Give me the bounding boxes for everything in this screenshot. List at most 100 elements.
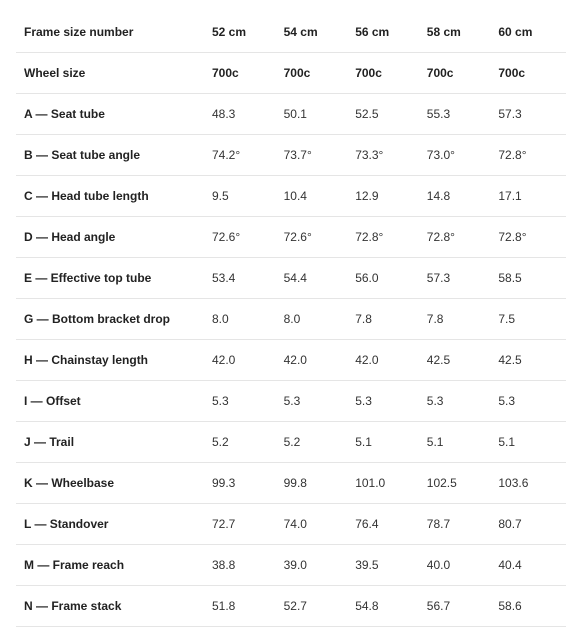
cell-value: 72.6° xyxy=(280,217,352,258)
cell-value: 56.0 xyxy=(351,258,423,299)
cell-value: 12.9 xyxy=(351,176,423,217)
row-label: I — Offset xyxy=(16,381,208,422)
row-label: D — Head angle xyxy=(16,217,208,258)
header-size-56: 56 cm xyxy=(351,12,423,53)
cell-value: 40.4 xyxy=(494,545,566,586)
table-row: A — Seat tube48.350.152.555.357.3 xyxy=(16,94,566,135)
table-row: I — Offset5.35.35.35.35.3 xyxy=(16,381,566,422)
cell-value: 76.4 xyxy=(351,504,423,545)
cell-value: 52.7 xyxy=(280,586,352,627)
table-row: C — Head tube length9.510.412.914.817.1 xyxy=(16,176,566,217)
cell-value: 700c xyxy=(494,53,566,94)
cell-value: 48.3 xyxy=(208,94,280,135)
cell-value: 38.8 xyxy=(208,545,280,586)
cell-value: 102.5 xyxy=(423,463,495,504)
cell-value: 17.1 xyxy=(494,176,566,217)
cell-value: 78.7 xyxy=(423,504,495,545)
cell-value: 53.4 xyxy=(208,258,280,299)
cell-value: 39.5 xyxy=(351,545,423,586)
cell-value: 39.0 xyxy=(280,545,352,586)
cell-value: 5.3 xyxy=(208,381,280,422)
header-size-54: 54 cm xyxy=(280,12,352,53)
cell-value: 5.2 xyxy=(208,422,280,463)
cell-value: 54.8 xyxy=(351,586,423,627)
table-row: M — Frame reach38.839.039.540.040.4 xyxy=(16,545,566,586)
cell-value: 51.8 xyxy=(208,586,280,627)
table-row: H — Chainstay length42.042.042.042.542.5 xyxy=(16,340,566,381)
cell-value: 5.1 xyxy=(494,422,566,463)
cell-value: 103.6 xyxy=(494,463,566,504)
cell-value: 5.3 xyxy=(494,381,566,422)
cell-value: 42.0 xyxy=(280,340,352,381)
cell-value: 50.1 xyxy=(280,94,352,135)
row-label: B — Seat tube angle xyxy=(16,135,208,176)
cell-value: 56.7 xyxy=(423,586,495,627)
row-label: K — Wheelbase xyxy=(16,463,208,504)
cell-value: 42.0 xyxy=(208,340,280,381)
cell-value: 57.3 xyxy=(494,94,566,135)
cell-value: 52.5 xyxy=(351,94,423,135)
cell-value: 54.4 xyxy=(280,258,352,299)
cell-value: 5.2 xyxy=(280,422,352,463)
cell-value: 5.3 xyxy=(280,381,352,422)
table-row: D — Head angle72.6°72.6°72.8°72.8°72.8° xyxy=(16,217,566,258)
cell-value: 7.5 xyxy=(494,299,566,340)
cell-value: 7.8 xyxy=(423,299,495,340)
cell-value: 74.2° xyxy=(208,135,280,176)
cell-value: 5.1 xyxy=(423,422,495,463)
table-row: B — Seat tube angle74.2°73.7°73.3°73.0°7… xyxy=(16,135,566,176)
cell-value: 42.0 xyxy=(351,340,423,381)
cell-value: 5.3 xyxy=(351,381,423,422)
table-row: G — Bottom bracket drop8.08.07.87.87.5 xyxy=(16,299,566,340)
cell-value: 99.3 xyxy=(208,463,280,504)
table-row: N — Frame stack51.852.754.856.758.6 xyxy=(16,586,566,627)
cell-value: 72.7 xyxy=(208,504,280,545)
cell-value: 72.8° xyxy=(351,217,423,258)
header-row: Frame size number 52 cm 54 cm 56 cm 58 c… xyxy=(16,12,566,53)
header-label: Frame size number xyxy=(16,12,208,53)
row-label: Wheel size xyxy=(16,53,208,94)
cell-value: 40.0 xyxy=(423,545,495,586)
cell-value: 7.8 xyxy=(351,299,423,340)
table-header: Frame size number 52 cm 54 cm 56 cm 58 c… xyxy=(16,12,566,53)
row-label: M — Frame reach xyxy=(16,545,208,586)
cell-value: 5.1 xyxy=(351,422,423,463)
row-label: L — Standover xyxy=(16,504,208,545)
cell-value: 10.4 xyxy=(280,176,352,217)
cell-value: 72.8° xyxy=(494,217,566,258)
cell-value: 700c xyxy=(208,53,280,94)
cell-value: 101.0 xyxy=(351,463,423,504)
row-label: J — Trail xyxy=(16,422,208,463)
header-size-60: 60 cm xyxy=(494,12,566,53)
table-body: Wheel size700c700c700c700c700cA — Seat t… xyxy=(16,53,566,627)
cell-value: 73.3° xyxy=(351,135,423,176)
cell-value: 9.5 xyxy=(208,176,280,217)
table-row: K — Wheelbase99.399.8101.0102.5103.6 xyxy=(16,463,566,504)
table-row: Wheel size700c700c700c700c700c xyxy=(16,53,566,94)
cell-value: 74.0 xyxy=(280,504,352,545)
cell-value: 55.3 xyxy=(423,94,495,135)
cell-value: 700c xyxy=(280,53,352,94)
cell-value: 80.7 xyxy=(494,504,566,545)
cell-value: 700c xyxy=(351,53,423,94)
cell-value: 73.0° xyxy=(423,135,495,176)
cell-value: 99.8 xyxy=(280,463,352,504)
table-row: L — Standover72.774.076.478.780.7 xyxy=(16,504,566,545)
row-label: N — Frame stack xyxy=(16,586,208,627)
cell-value: 42.5 xyxy=(494,340,566,381)
geometry-table: Frame size number 52 cm 54 cm 56 cm 58 c… xyxy=(16,12,566,627)
cell-value: 8.0 xyxy=(208,299,280,340)
cell-value: 57.3 xyxy=(423,258,495,299)
cell-value: 14.8 xyxy=(423,176,495,217)
row-label: A — Seat tube xyxy=(16,94,208,135)
cell-value: 700c xyxy=(423,53,495,94)
cell-value: 72.8° xyxy=(423,217,495,258)
table-row: J — Trail5.25.25.15.15.1 xyxy=(16,422,566,463)
header-size-52: 52 cm xyxy=(208,12,280,53)
header-size-58: 58 cm xyxy=(423,12,495,53)
row-label: C — Head tube length xyxy=(16,176,208,217)
row-label: G — Bottom bracket drop xyxy=(16,299,208,340)
cell-value: 72.8° xyxy=(494,135,566,176)
cell-value: 72.6° xyxy=(208,217,280,258)
cell-value: 73.7° xyxy=(280,135,352,176)
